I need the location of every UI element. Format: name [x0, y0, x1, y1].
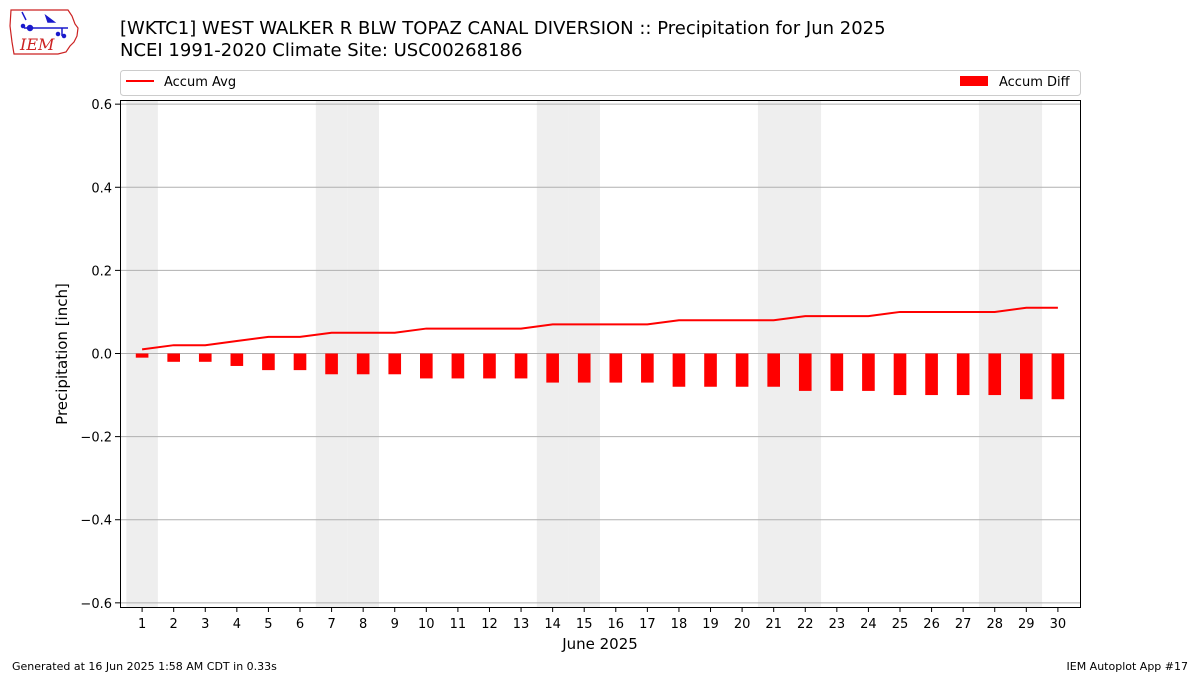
x-tick-label: 1: [138, 617, 146, 632]
x-tick-label: 15: [576, 617, 593, 632]
accum-diff-bar: [1020, 353, 1033, 400]
y-tick-label: 0.4: [91, 181, 112, 196]
accum-diff-bar: [420, 353, 433, 379]
accum-diff-bar: [704, 353, 717, 387]
x-tick-label: 26: [923, 617, 940, 632]
accum-diff-bar: [325, 353, 338, 375]
accum-diff-bar: [672, 353, 686, 387]
accum-diff-bar: [641, 353, 654, 383]
legend-accum-avg-label: Accum Avg: [164, 75, 236, 90]
x-tick-label: 8: [359, 617, 367, 632]
x-tick-label: 22: [797, 617, 814, 632]
accum-diff-bar: [1051, 353, 1065, 400]
accum-diff-bar: [577, 353, 591, 383]
x-tick-label: 24: [860, 617, 877, 632]
accum-diff-bar: [988, 353, 1002, 396]
accum-diff-bar: [830, 353, 844, 391]
accum-diff-bar: [451, 353, 465, 379]
y-tick-label: 0.2: [91, 264, 112, 279]
x-tick-label: 17: [639, 617, 656, 632]
x-tick-label: 30: [1050, 617, 1067, 632]
accum-diff-bar: [767, 353, 780, 387]
accum-diff-bar: [262, 353, 275, 371]
legend-frame: [120, 70, 1081, 96]
x-axis-label: June 2025: [561, 635, 638, 653]
x-tick-label: 23: [829, 617, 846, 632]
accum-diff-bar: [735, 353, 749, 387]
accum-diff-bar: [356, 353, 370, 375]
plot-frame: [120, 100, 1081, 608]
y-axis-label: Precipitation [inch]: [53, 283, 71, 425]
y-tick-label: −0.6: [80, 597, 112, 612]
x-tick-label: 11: [450, 617, 467, 632]
x-axis-ticks: 1 2 3 4 5 6 7 8 9 10 11 12 13 14 15 16 17 18 19 20 21 22 23 24 2…: [138, 607, 1066, 632]
generated-timestamp: Generated at 16 Jun 2025 1:58 AM CDT in …: [12, 660, 277, 673]
accum-diff-bar: [609, 353, 623, 383]
x-tick-label: 14: [544, 617, 561, 632]
accum-diff-bars: [135, 353, 1065, 400]
x-tick-label: 12: [481, 617, 498, 632]
accum-diff-bar: [546, 353, 559, 383]
y-tick-label: −0.2: [80, 431, 112, 446]
x-tick-label: 5: [264, 617, 272, 632]
weather-station-icon: [20, 11, 68, 39]
x-tick-label: 7: [327, 617, 335, 632]
accum-diff-bar: [956, 353, 970, 396]
accum-diff-bar: [514, 353, 528, 379]
accum-diff-bar: [167, 353, 180, 362]
legend: Accum Avg Accum Diff: [120, 70, 1081, 96]
x-tick-label: 20: [734, 617, 751, 632]
x-tick-label: 2: [170, 617, 178, 632]
chart-subtitle: NCEI 1991-2020 Climate Site: USC00268186: [120, 40, 523, 61]
y-tick-label: 0.6: [91, 98, 112, 113]
iowa-outline-shape: [9, 9, 79, 55]
chart-title: [WKTC1] WEST WALKER R BLW TOPAZ CANAL DI…: [120, 18, 886, 39]
x-tick-label: 4: [233, 617, 241, 632]
x-tick-label: 9: [391, 617, 399, 632]
x-tick-label: 6: [296, 617, 304, 632]
accum-diff-bar: [293, 353, 307, 371]
accum-diff-bar: [198, 353, 212, 362]
iem-logo: IEM: [9, 9, 79, 55]
grid-lines: [120, 103, 1080, 604]
accum-diff-bar: [893, 353, 907, 396]
x-tick-label: 25: [892, 617, 909, 632]
y-axis-ticks: −0.6 −0.4 −0.2 0.0 0.2 0.4 0.6: [80, 98, 120, 612]
accum-diff-bar: [862, 353, 875, 391]
accum-diff-bar: [135, 353, 149, 358]
x-tick-label: 19: [702, 617, 719, 632]
x-tick-label: 13: [513, 617, 530, 632]
x-tick-label: 29: [1018, 617, 1035, 632]
logo-text: IEM: [19, 35, 55, 54]
x-tick-label: 27: [955, 617, 972, 632]
app-credit: IEM Autoplot App #17: [1066, 660, 1189, 673]
x-tick-label: 21: [765, 617, 782, 632]
accum-diff-bar: [925, 353, 938, 396]
legend-accum-diff-label: Accum Diff: [999, 75, 1071, 90]
x-tick-label: 16: [608, 617, 625, 632]
legend-accum-diff-swatch: [960, 76, 988, 86]
accum-diff-bar: [798, 353, 812, 391]
y-tick-label: −0.4: [80, 514, 112, 529]
accum-diff-bar: [230, 353, 244, 366]
accum-diff-bar: [483, 353, 496, 379]
x-tick-label: 18: [671, 617, 688, 632]
x-tick-label: 28: [986, 617, 1003, 632]
accum-avg-line: [141, 306, 1058, 351]
x-tick-label: 10: [418, 617, 435, 632]
accum-diff-bar: [388, 353, 402, 375]
x-tick-label: 3: [201, 617, 209, 632]
y-tick-label: 0.0: [91, 348, 112, 363]
